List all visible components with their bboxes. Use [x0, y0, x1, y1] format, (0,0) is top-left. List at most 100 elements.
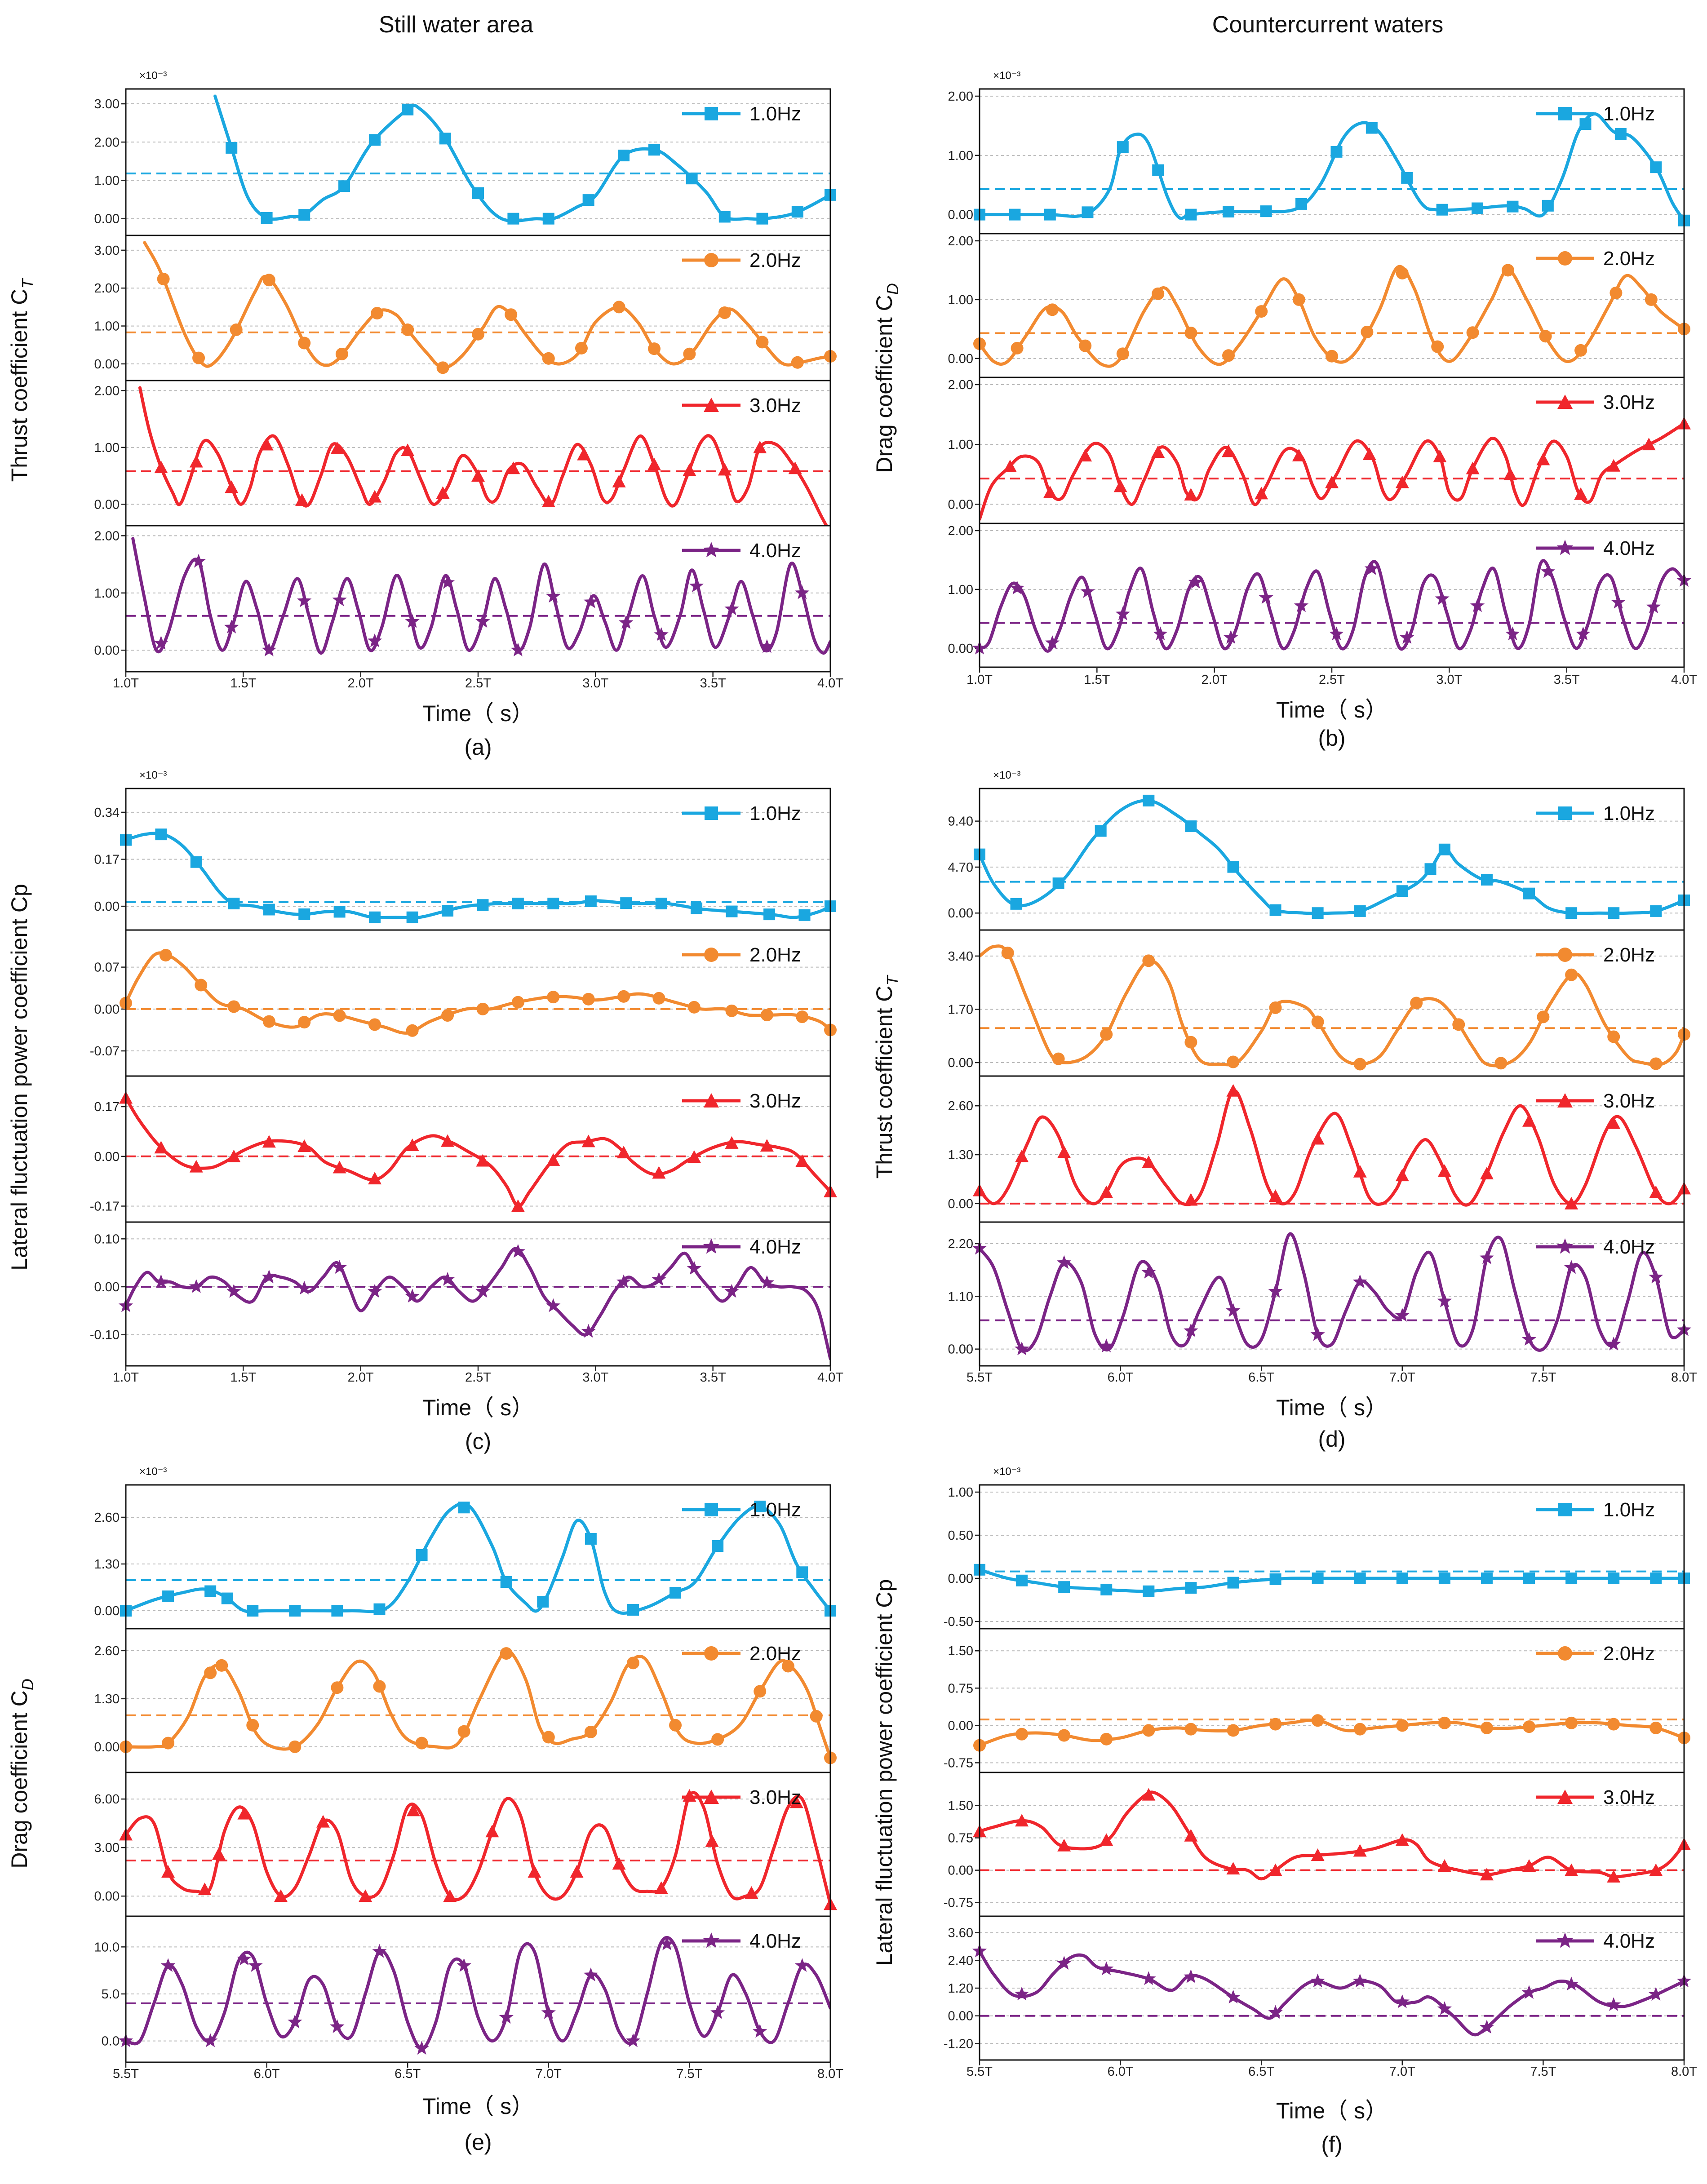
data-point-marker: [1364, 561, 1379, 575]
y-tick-label: 1.50: [948, 1799, 973, 1813]
data-point-marker: [1057, 1956, 1072, 1970]
data-point-marker: [1431, 340, 1444, 353]
data-point-marker: [369, 911, 381, 923]
data-point-marker: [541, 495, 555, 508]
x-tick-label: 5.5T: [967, 2064, 993, 2079]
legend-marker: [704, 398, 719, 412]
data-point-marker: [1184, 1193, 1198, 1206]
data-point-marker: [442, 904, 454, 917]
series-line: [126, 832, 830, 920]
y-tick-label: 1.50: [948, 1644, 973, 1658]
legend-marker: [704, 948, 718, 962]
series-4.0Hz: 0.00 1.00 2.00 4.0Hz: [948, 523, 1692, 668]
data-point-marker: [1433, 449, 1447, 462]
data-point-marker: [1565, 907, 1578, 919]
data-point-marker: [712, 1540, 724, 1552]
legend-marker: [704, 1646, 718, 1661]
data-point-marker: [476, 1002, 489, 1015]
legend-label: 3.0Hz: [749, 394, 801, 416]
y-tick-label: -0.17: [90, 1199, 120, 1214]
x-tick-label: 7.0T: [536, 2067, 562, 2081]
data-point-marker: [192, 351, 205, 364]
data-point-marker: [204, 1666, 217, 1679]
data-point-marker: [1269, 1718, 1282, 1731]
data-point-marker: [759, 1275, 774, 1289]
x-tick-label: 7.5T: [1530, 1370, 1556, 1385]
data-point-marker: [230, 323, 243, 336]
y-tick-label: 0.75: [948, 1831, 973, 1846]
data-point-marker: [612, 301, 625, 314]
y-tick-label: 2.00: [94, 384, 120, 398]
data-point-marker: [654, 627, 669, 641]
data-point-marker: [1507, 200, 1519, 213]
data-point-marker: [333, 906, 346, 918]
data-point-marker: [1354, 905, 1366, 917]
data-point-marker: [441, 1009, 454, 1022]
y-axis-title-sub: T: [18, 278, 37, 289]
y-tick-label: 0.00: [94, 497, 120, 512]
data-point-marker: [1523, 1720, 1536, 1733]
data-point-marker: [1479, 2020, 1494, 2034]
y-tick-label: 2.40: [948, 1954, 973, 1968]
data-point-marker: [810, 1710, 823, 1723]
chart-multiplier: ×10⁻³: [139, 1466, 167, 1478]
data-point-marker: [260, 438, 274, 451]
data-point-marker: [546, 1153, 560, 1166]
series-line: [980, 1089, 1684, 1207]
y-tick-label: 2.00: [94, 135, 120, 150]
data-point-marker: [705, 1834, 719, 1847]
data-point-marker: [500, 1647, 513, 1660]
x-tick-label: 1.0T: [113, 1370, 139, 1385]
data-point-marker: [1044, 208, 1056, 221]
data-point-marker: [756, 336, 769, 349]
data-point-marker: [512, 897, 524, 909]
data-point-marker: [1312, 907, 1324, 919]
data-point-marker: [1614, 128, 1627, 140]
data-point-marker: [1353, 1844, 1367, 1857]
data-point-marker: [1311, 1848, 1325, 1861]
series-line: [126, 1247, 830, 1360]
data-point-marker: [195, 979, 208, 992]
data-point-marker: [1116, 347, 1129, 360]
data-point-marker: [616, 1274, 631, 1289]
legend-label: 1.0Hz: [749, 1499, 801, 1521]
data-point-marker: [1185, 208, 1197, 221]
data-point-marker: [1260, 205, 1272, 217]
legend-marker: [705, 806, 718, 820]
data-point-marker: [338, 180, 350, 192]
data-point-marker: [1058, 1581, 1070, 1593]
y-tick-label: -1.20: [944, 2037, 973, 2051]
data-point-marker: [1649, 1863, 1663, 1876]
data-point-marker: [1310, 1973, 1325, 1988]
data-point-marker: [1436, 204, 1448, 216]
subpanel-frame: [979, 1915, 1685, 2061]
data-point-marker: [1521, 1985, 1537, 1999]
y-tick-label: 0.00: [94, 1002, 120, 1017]
data-point-marker: [1395, 1994, 1410, 2008]
chart-multiplier: ×10⁻³: [993, 1466, 1020, 1478]
data-point-marker: [369, 134, 381, 146]
data-point-marker: [1141, 1971, 1156, 1985]
x-tick-label: 4.0T: [817, 676, 843, 691]
data-point-marker: [1435, 591, 1450, 605]
data-point-marker: [1565, 1716, 1578, 1729]
data-point-marker: [1015, 1728, 1029, 1741]
data-point-marker: [274, 1889, 288, 1902]
x-axis-title: Time（ s）: [1276, 1395, 1388, 1420]
chart-multiplier: ×10⁻³: [139, 769, 167, 781]
data-point-marker: [204, 1585, 217, 1597]
data-point-marker: [652, 1272, 666, 1286]
x-tick-label: 3.0T: [582, 1370, 608, 1385]
data-point-marker: [1437, 1859, 1451, 1872]
data-point-marker: [316, 1815, 330, 1828]
data-point-marker: [1353, 1723, 1366, 1736]
header-right: Countercurrent waters: [1212, 12, 1443, 38]
legend-marker: [1558, 948, 1572, 962]
chart-multiplier: ×10⁻³: [139, 70, 167, 82]
data-point-marker: [1396, 885, 1408, 897]
legend-label: 3.0Hz: [749, 1090, 801, 1112]
data-point-marker: [1100, 1833, 1113, 1846]
data-point-marker: [1152, 164, 1164, 176]
y-tick-label: 2.00: [948, 524, 973, 538]
x-tick-label: 1.5T: [230, 676, 256, 691]
